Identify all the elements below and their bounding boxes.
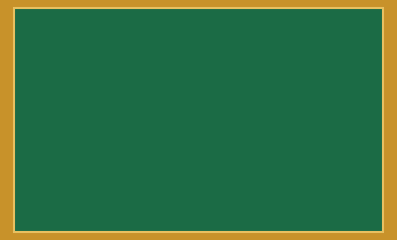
Text: Double cell: Double cell bbox=[137, 158, 189, 167]
Text: Single cell: Single cell bbox=[62, 158, 109, 167]
Text: Multiple cell: Multiple cell bbox=[283, 158, 340, 167]
Text: Three cell: Three cell bbox=[214, 158, 260, 167]
